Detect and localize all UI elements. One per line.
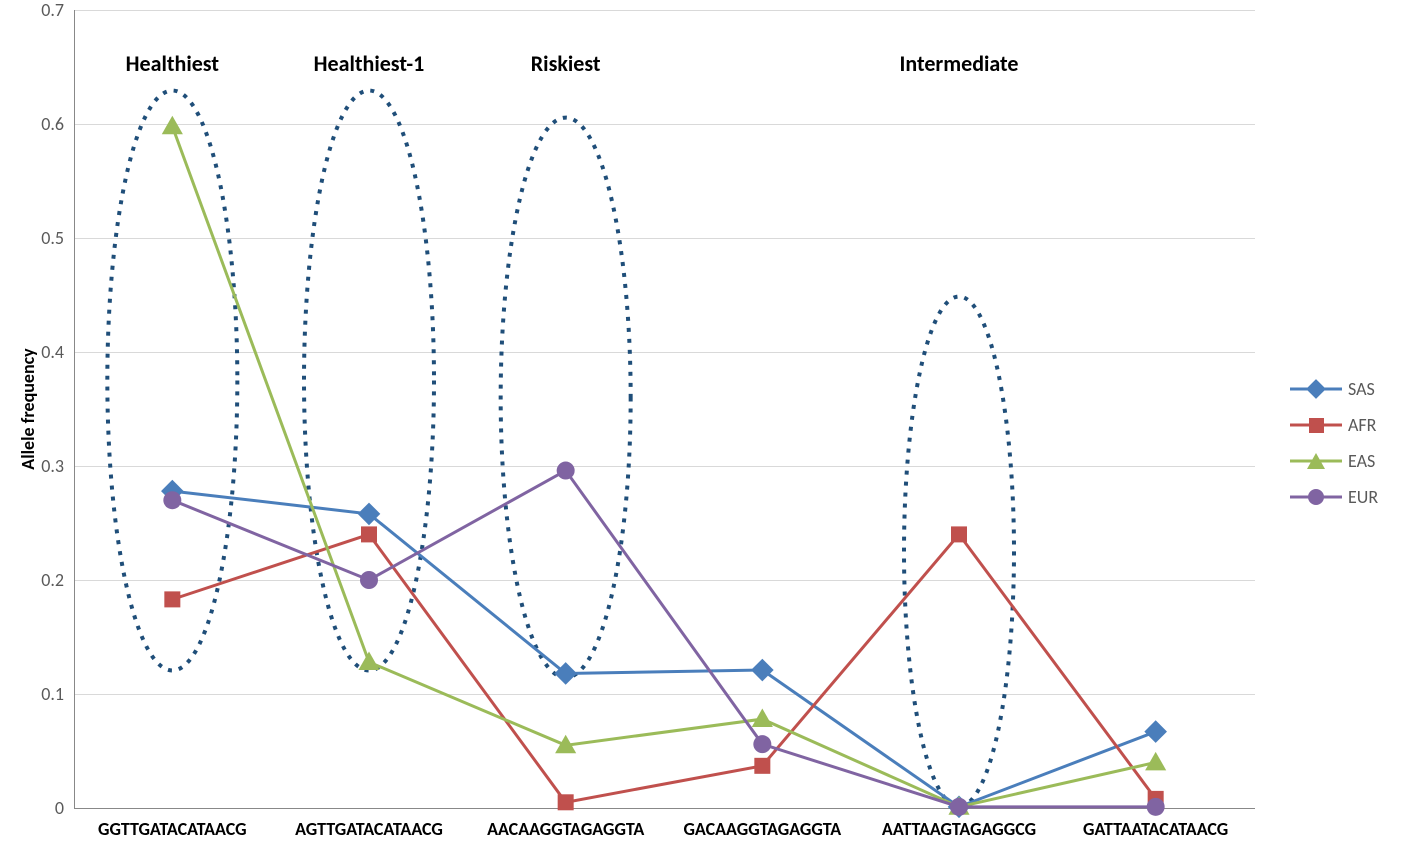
chart-svg (0, 0, 1418, 846)
legend-item-sas: SAS (1290, 378, 1378, 400)
series-marker-eas (752, 709, 773, 727)
series-marker-eur (557, 462, 575, 480)
x-tick-label: AACAAGGTAGAGGTA (487, 818, 644, 840)
group-label: Healthiest (126, 50, 219, 77)
series-marker-eur (1147, 798, 1165, 816)
group-ellipse (904, 297, 1014, 807)
allele-frequency-chart: 00.10.20.30.40.50.60.7 Allele frequency … (0, 0, 1418, 846)
series-marker-afr (164, 591, 180, 607)
group-label: Intermediate (900, 50, 1019, 77)
legend: SAS AFR EAS EUR (1290, 378, 1378, 522)
group-ellipse (501, 118, 631, 678)
legend-label: SAS (1348, 378, 1375, 400)
series-marker-afr (558, 794, 574, 810)
x-tick-label: GGTTGATACATAACG (98, 818, 247, 840)
series-line-eur (172, 471, 1155, 807)
series-marker-eas (358, 652, 379, 670)
legend-item-eur: EUR (1290, 486, 1378, 508)
x-tick-label: GACAAGGTAGAGGTA (683, 818, 841, 840)
series-marker-afr (754, 758, 770, 774)
series-marker-eur (360, 571, 378, 589)
legend-swatch (1290, 378, 1342, 400)
series-marker-eur (950, 798, 968, 816)
x-tick-label: GATTAATACATAACG (1083, 818, 1228, 840)
legend-label: EAS (1348, 450, 1375, 472)
legend-swatch (1290, 450, 1342, 472)
series-marker-eas (1145, 752, 1166, 770)
series-marker-sas (751, 659, 774, 682)
x-tick-label: AATTAAGTAGAGGCG (882, 818, 1036, 840)
legend-label: AFR (1348, 414, 1376, 436)
legend-swatch (1290, 414, 1342, 436)
series-marker-afr (951, 526, 967, 542)
legend-swatch (1290, 486, 1342, 508)
series-line-eas (172, 126, 1155, 807)
x-tick-label: AGTTGATACATAACG (295, 818, 443, 840)
series-marker-afr (361, 526, 377, 542)
legend-item-eas: EAS (1290, 450, 1378, 472)
legend-item-afr: AFR (1290, 414, 1378, 436)
series-line-sas (172, 491, 1155, 807)
series-marker-eas (162, 116, 183, 134)
legend-label: EUR (1348, 486, 1378, 508)
group-label: Riskiest (531, 50, 601, 77)
group-label: Healthiest-1 (314, 50, 425, 77)
series-marker-eur (163, 491, 181, 509)
series-marker-eur (753, 735, 771, 753)
series-marker-sas (1144, 720, 1167, 743)
